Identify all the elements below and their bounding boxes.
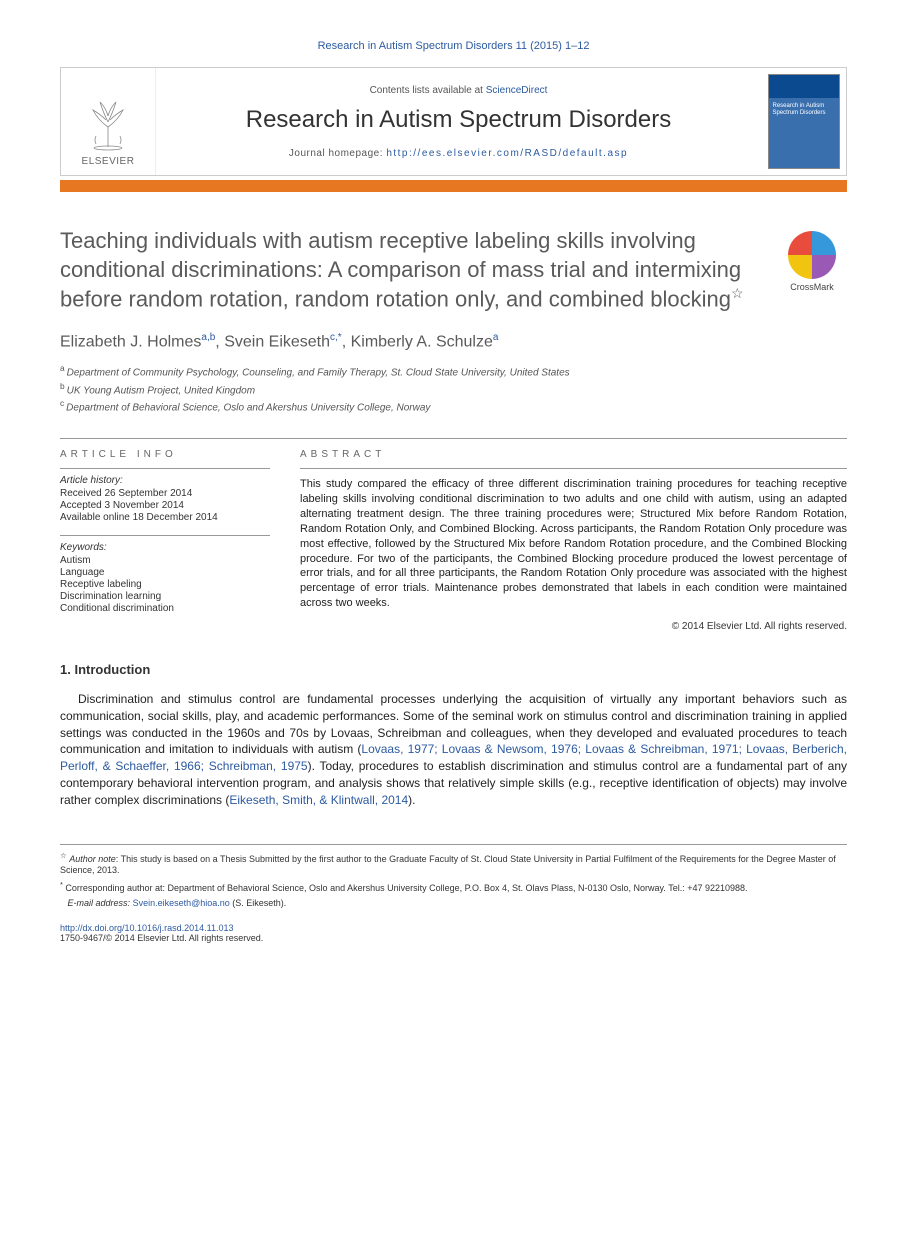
- affiliation: cDepartment of Behavioral Science, Oslo …: [60, 398, 847, 413]
- author-marks[interactable]: a,b: [201, 332, 215, 343]
- keyword: Autism: [60, 555, 270, 566]
- email-link[interactable]: Svein.eikeseth@hioa.no: [133, 898, 230, 908]
- author-list: Elizabeth J. Holmesa,b, Svein Eikesethc,…: [60, 332, 847, 351]
- cover-thumb-text: Research in Autism Spectrum Disorders: [773, 103, 835, 117]
- footnotes-block: ☆ Author note: This study is based on a …: [60, 844, 847, 910]
- author-note-marker: ☆: [60, 851, 67, 860]
- affiliation-mark: a: [60, 363, 65, 373]
- article-history-block: Article history: Received 26 September 2…: [60, 468, 270, 523]
- keyword: Discrimination learning: [60, 591, 270, 602]
- email-footnote: E-mail address: Svein.eikeseth@hioa.no (…: [60, 898, 847, 910]
- crossmark-badge[interactable]: CrossMark: [777, 231, 847, 292]
- affiliation-text: Department of Behavioral Science, Oslo a…: [66, 402, 430, 413]
- introduction-body: Discrimination and stimulus control are …: [60, 691, 847, 809]
- cover-thumbnail-block: Research in Autism Spectrum Disorders: [761, 68, 846, 175]
- corr-text: Corresponding author at: Department of B…: [63, 883, 748, 893]
- affiliation: bUK Young Autism Project, United Kingdom: [60, 381, 847, 396]
- author-note-text: : This study is based on a Thesis Submit…: [60, 854, 836, 876]
- title-note-marker: ☆: [731, 285, 744, 301]
- info-abstract-row: ARTICLE INFO Article history: Received 2…: [60, 438, 847, 632]
- history-label: Article history:: [60, 475, 270, 486]
- author-name: Kimberly A. Schulze: [351, 333, 493, 350]
- affiliation-mark: c: [60, 398, 64, 408]
- history-line: Accepted 3 November 2014: [60, 500, 270, 511]
- article-title: Teaching individuals with autism recepti…: [60, 227, 847, 314]
- email-person: (S. Eikeseth).: [230, 898, 287, 908]
- affiliation-list: aDepartment of Community Psychology, Cou…: [60, 363, 847, 413]
- running-header: Research in Autism Spectrum Disorders 11…: [60, 40, 847, 52]
- doi-link[interactable]: http://dx.doi.org/10.1016/j.rasd.2014.11…: [60, 923, 233, 933]
- history-line: Received 26 September 2014: [60, 488, 270, 499]
- affiliation-text: Department of Community Psychology, Coun…: [67, 368, 570, 379]
- corresponding-author-footnote: * Corresponding author at: Department of…: [60, 880, 847, 895]
- crossmark-label: CrossMark: [777, 282, 847, 292]
- history-line: Available online 18 December 2014: [60, 512, 270, 523]
- affiliation: aDepartment of Community Psychology, Cou…: [60, 363, 847, 378]
- section-heading-introduction: 1. Introduction: [60, 662, 847, 677]
- crossmark-icon: [788, 231, 836, 279]
- contents-prefix: Contents lists available at: [370, 85, 486, 96]
- citation-link[interactable]: Eikeseth, Smith, & Klintwall, 2014: [229, 793, 408, 807]
- masthead-center: Contents lists available at ScienceDirec…: [156, 68, 761, 175]
- author-marks[interactable]: c,*: [330, 332, 342, 343]
- contents-available-line: Contents lists available at ScienceDirec…: [164, 85, 753, 96]
- author-marks[interactable]: a: [493, 332, 499, 343]
- issn-copyright-line: 1750-9467/© 2014 Elsevier Ltd. All right…: [60, 933, 847, 943]
- publisher-label: ELSEVIER: [82, 156, 135, 167]
- journal-title: Research in Autism Spectrum Disorders: [164, 106, 753, 134]
- author-name: Elizabeth J. Holmes: [60, 333, 201, 350]
- keyword: Receptive labeling: [60, 579, 270, 590]
- intro-text: ).: [408, 793, 415, 807]
- abstract-column: ABSTRACT This study compared the efficac…: [300, 439, 847, 632]
- abstract-copyright: © 2014 Elsevier Ltd. All rights reserved…: [300, 621, 847, 632]
- author-note-footnote: ☆ Author note: This study is based on a …: [60, 851, 847, 877]
- abstract-text: This study compared the efficacy of thre…: [300, 468, 847, 611]
- keyword: Conditional discrimination: [60, 603, 270, 614]
- elsevier-tree-icon: [78, 92, 138, 152]
- article-info-column: ARTICLE INFO Article history: Received 2…: [60, 439, 270, 632]
- orange-divider-bar: [60, 180, 847, 192]
- keyword: Language: [60, 567, 270, 578]
- journal-homepage-link[interactable]: http://ees.elsevier.com/RASD/default.asp: [386, 148, 628, 159]
- article-info-heading: ARTICLE INFO: [60, 439, 270, 468]
- email-label: E-mail address:: [68, 898, 131, 908]
- article-header: CrossMark Teaching individuals with auti…: [60, 227, 847, 413]
- intro-paragraph: Discrimination and stimulus control are …: [60, 691, 847, 809]
- author-name: Svein Eikeseth: [224, 333, 330, 350]
- footer-block: http://dx.doi.org/10.1016/j.rasd.2014.11…: [60, 923, 847, 943]
- affiliation-text: UK Young Autism Project, United Kingdom: [67, 385, 255, 396]
- author-note-label: Author note: [69, 854, 116, 864]
- keywords-label: Keywords:: [60, 542, 270, 553]
- homepage-prefix: Journal homepage:: [289, 148, 386, 159]
- journal-masthead: ELSEVIER Contents lists available at Sci…: [60, 67, 847, 176]
- sciencedirect-link[interactable]: ScienceDirect: [486, 85, 548, 96]
- affiliation-mark: b: [60, 381, 65, 391]
- article-title-text: Teaching individuals with autism recepti…: [60, 228, 741, 312]
- publisher-block: ELSEVIER: [61, 68, 156, 175]
- journal-homepage-line: Journal homepage: http://ees.elsevier.co…: [164, 148, 753, 159]
- journal-cover-thumbnail: Research in Autism Spectrum Disorders: [768, 74, 840, 169]
- keywords-block: Keywords: Autism Language Receptive labe…: [60, 535, 270, 614]
- abstract-heading: ABSTRACT: [300, 439, 847, 468]
